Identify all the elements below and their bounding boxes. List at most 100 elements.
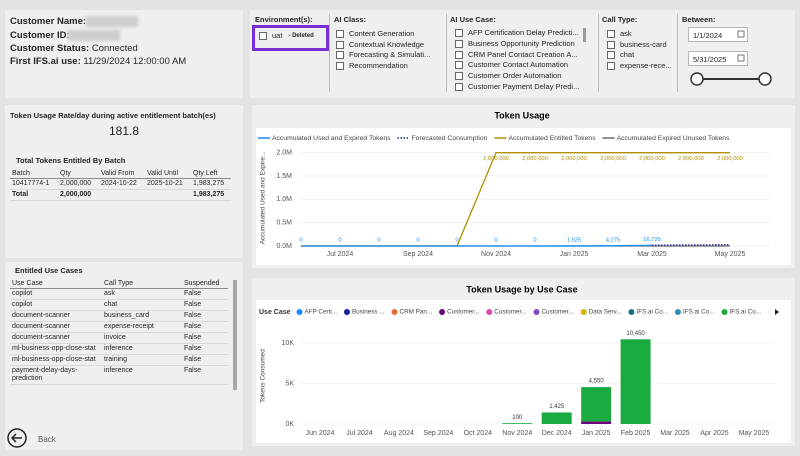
filter-option[interactable]: Forecasting & Simulati... xyxy=(336,50,430,60)
option-label: CRM Panel Contact Creation A... xyxy=(468,49,578,59)
data-label: 0 xyxy=(533,238,536,244)
option-label: expense-rece... xyxy=(620,60,672,70)
filter-option[interactable]: Customer Contact Automation xyxy=(455,60,568,70)
filter-option[interactable]: Customer Payment Delay Predi... xyxy=(455,82,579,92)
column-header: Qty Left xyxy=(191,169,231,179)
filter-option[interactable]: Contextual Knowledge xyxy=(336,40,424,50)
option-label: Customer Contact Automation xyxy=(468,60,569,70)
option-label: Contextual Knowledge xyxy=(349,39,425,49)
table-row: 10417774-1 2,000,000 2024-10-22 2025-10-21 1… xyxy=(10,178,231,190)
data-label: 2,000,000 xyxy=(522,156,548,162)
legend-label: Business ... xyxy=(352,309,385,316)
y-tick-label: 0.5M xyxy=(276,220,292,227)
filter-option[interactable]: Content Generation xyxy=(336,29,414,39)
legend-title: Use Case xyxy=(259,309,291,316)
table-total-row: Total 2,000,000 1,983,275 xyxy=(10,189,231,201)
separator xyxy=(446,14,447,92)
table-cell: False xyxy=(182,321,228,333)
slider-handle[interactable] xyxy=(758,72,772,86)
table-cell: document-scanner xyxy=(10,332,102,344)
legend-label: IFS.ai Co... xyxy=(683,309,715,316)
x-tick-label: Jan 2025 xyxy=(582,430,611,437)
table-row: document-scanner expense-receipt False xyxy=(10,321,228,333)
filter-option[interactable]: AFP Certification Delay Predicti... xyxy=(455,28,579,38)
separator xyxy=(677,14,678,92)
filter-option[interactable]: uat - Deleted xyxy=(259,31,314,41)
table-cell: 2024-10-22 xyxy=(99,178,145,190)
status-line: Customer Status: Connected xyxy=(10,43,138,54)
date-input[interactable]: 1/1/2024 xyxy=(688,27,748,42)
table-cell: ml-business-opp-close-stat xyxy=(10,343,102,355)
filter-option[interactable]: ask xyxy=(607,29,632,39)
x-tick-label: Jul 2024 xyxy=(346,430,373,437)
value: Connected xyxy=(91,43,138,54)
total-label: 10,450 xyxy=(626,331,645,337)
filter-option[interactable]: chat xyxy=(607,50,634,60)
filter-option[interactable]: expense-rece... xyxy=(607,61,672,71)
x-tick-label: Feb 2025 xyxy=(621,430,651,437)
legend-label: Data Serv... xyxy=(589,309,622,316)
slider-handle[interactable] xyxy=(690,72,704,86)
filter-option[interactable]: Recommendation xyxy=(336,61,408,71)
data-label: 0 xyxy=(494,238,497,244)
x-tick-label: Aug 2024 xyxy=(384,430,414,437)
filter-option[interactable]: business-card xyxy=(607,40,667,50)
table-cell: ask xyxy=(102,288,182,300)
x-tick-label: Jan 2025 xyxy=(560,251,589,258)
table-cell: inference xyxy=(102,365,182,385)
legend-label: Accumulated Entitled Tokens xyxy=(508,135,596,142)
table-row: ml-business-opp-close-stat inference False xyxy=(10,343,228,355)
legend-swatch xyxy=(580,309,587,315)
data-label: 0 xyxy=(455,238,458,244)
total-label: 100 xyxy=(512,415,523,421)
x-tick-label: Jul 2024 xyxy=(327,251,354,258)
label: First IFS.ai use: xyxy=(10,56,81,67)
legend-scroll-arrow[interactable] xyxy=(775,309,779,315)
column-header: Call Type xyxy=(102,279,182,289)
data-label: 1,525 xyxy=(567,237,582,243)
filter-option[interactable]: Business Opportunity Prediction xyxy=(455,39,575,49)
bar-segment xyxy=(541,412,572,424)
date-input[interactable]: 5/31/2025 xyxy=(688,51,748,66)
option-label: Customer Order Automation xyxy=(468,71,562,81)
checkbox xyxy=(607,40,615,49)
highlight-box xyxy=(252,25,329,51)
plot-background xyxy=(256,300,791,443)
table-cell xyxy=(99,189,145,201)
y-axis-label: Tokens Consumed xyxy=(260,349,267,403)
x-tick-label: Mar 2025 xyxy=(637,251,667,258)
kpi-title: Token Usage Rate/day during active entit… xyxy=(10,111,216,120)
y-tick-label: 0K xyxy=(285,421,294,428)
option-label: Business Opportunity Prediction xyxy=(468,38,575,48)
legend-swatch xyxy=(296,309,303,315)
first-use-line: First IFS.ai use: 11/29/2024 12:00:00 AM xyxy=(10,56,186,67)
option-label: Recommendation xyxy=(349,60,408,70)
table-cell: copilot xyxy=(10,288,102,300)
option-label: Content Generation xyxy=(349,29,415,38)
table-cell: document-scanner xyxy=(10,310,102,322)
kpi-value: 181.8 xyxy=(108,124,140,138)
legend-label: Accumulated Expired Unused Tokens xyxy=(617,135,730,142)
x-tick-label: Nov 2024 xyxy=(502,430,532,437)
y-tick-label: 10K xyxy=(282,340,295,347)
y-tick-label: 0.0M xyxy=(276,243,292,250)
table-cell: False xyxy=(182,354,228,366)
y-tick-label: 2.0M xyxy=(276,150,292,157)
label: Customer Status: xyxy=(10,43,90,54)
separator xyxy=(598,14,599,92)
series-line xyxy=(301,244,653,247)
x-tick-label: Oct 2024 xyxy=(464,430,493,437)
filter-option[interactable]: Customer Order Automation xyxy=(455,71,561,81)
back-icon[interactable] xyxy=(5,428,27,450)
table-cell: 10417774-1 xyxy=(10,178,58,190)
y-tick-label: 1.0M xyxy=(276,196,292,203)
table-cell: False xyxy=(182,332,228,344)
scrollbar xyxy=(233,280,237,390)
filter-option[interactable]: CRM Panel Contact Creation A... xyxy=(455,50,578,60)
redacted xyxy=(68,30,120,41)
table-header-row: Batch Qty Valid From Valid Until Qty Left xyxy=(10,169,231,179)
back-link[interactable]: Back xyxy=(38,435,56,444)
option-label: AFP Certification Delay Predicti... xyxy=(468,28,579,37)
legend-swatch xyxy=(486,309,493,315)
